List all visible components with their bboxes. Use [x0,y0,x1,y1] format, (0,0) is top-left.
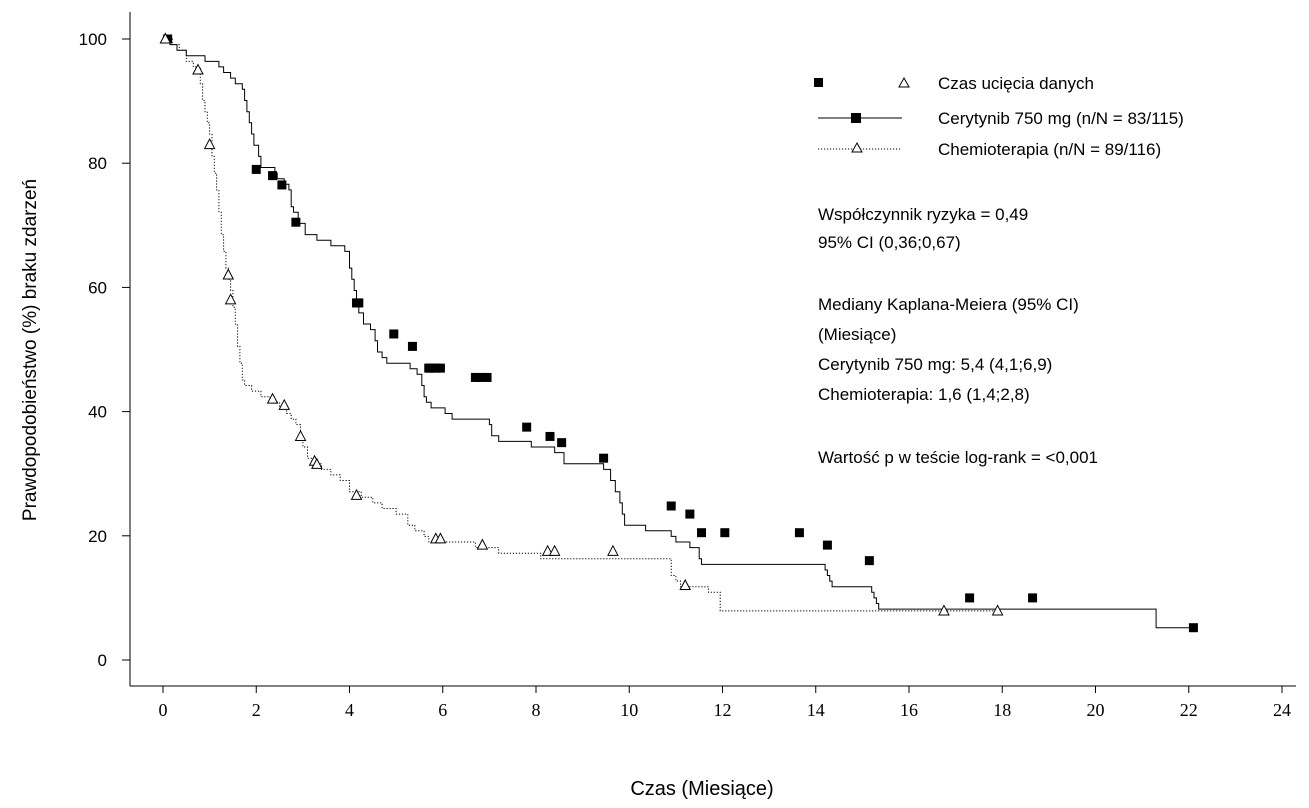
y-axis-label: Prawdopodobieństwo (%) braku zdarzeń [20,179,41,521]
censor-square-marker [435,363,445,373]
x-tick-label: 20 [1087,700,1105,720]
x-tick-label: 24 [1273,700,1291,720]
censor-triangle-marker [222,268,235,280]
censor-square-marker [864,556,874,566]
censor-square-marker [251,164,261,174]
x-tick-label: 22 [1180,700,1198,720]
x-tick-label: 2 [252,700,261,720]
y-tick-label: 100 [79,30,107,49]
y-tick-label: 60 [88,278,107,297]
censor-triangle-marker [679,578,692,590]
censor-triangle-marker [203,137,216,150]
annotation-logrank-p: Wartość p w teście log-rank = <0,001 [818,448,1098,467]
legend-marker-cerytynib [851,113,861,123]
censor-triangle-marker [938,604,950,616]
censor-square-marker [1188,623,1198,633]
censor-square-marker [291,217,301,227]
annotation-hazard-ci: 95% CI (0,36;0,67) [818,233,961,252]
legend-censor-square-icon [814,78,823,87]
y-axis-ticks: 0 20 40 60 80 100 [79,30,130,670]
legend-entry-chemioterapia: Chemioterapia (n/N = 89/116) [938,140,1161,159]
annotation-medians-title: Mediany Kaplana-Meiera (95% CI) [818,295,1079,314]
censor-triangle-marker [991,604,1004,616]
censor-triangle-marker [278,398,291,410]
censor-square-marker [545,431,555,441]
legend: Czas ucięcia danych Cerytynib 750 mg (n/… [814,74,1184,159]
censor-triangle-marker [224,293,237,305]
x-tick-label: 6 [438,700,447,720]
censor-triangle-marker [266,392,279,404]
censor-square-marker [965,593,975,603]
censor-square-marker [599,453,609,463]
censor-square-marker [697,528,707,538]
censor-square-marker [685,509,695,519]
censor-triangle-marker [476,538,489,550]
censor-square-marker [557,438,567,448]
y-tick-label: 20 [88,527,107,546]
censor-triangle-marker [607,544,619,556]
censor-triangle-marker [311,457,323,469]
x-tick-label: 14 [807,700,825,720]
censor-square-marker [268,171,278,181]
censor-square-marker [407,341,417,351]
annotation-median-chemioterapia: Chemioterapia: 1,6 (1,4;2,8) [818,385,1030,404]
x-axis-ticks: 0 2 4 6 8 10 12 14 16 18 20 22 24 [159,686,1291,720]
censor-square-marker [354,298,364,308]
censor-square-marker [470,372,480,382]
censor-square-marker [522,422,532,432]
censor-triangle-marker [192,63,204,75]
censor-square-marker [482,372,492,382]
annotation-medians-unit: (Miesiące) [818,325,896,344]
censor-triangle-marker [541,544,554,556]
x-axis-label: Czas (Miesiące) [630,778,773,800]
censor-triangle-marker [294,429,307,441]
x-tick-label: 18 [993,700,1011,720]
censor-square-marker [389,329,399,339]
x-tick-label: 10 [620,700,638,720]
legend-censor-label: Czas ucięcia danych [938,74,1094,93]
censor-triangle-marker [159,32,172,44]
y-tick-label: 40 [88,403,107,422]
plot-series [159,32,1198,633]
annotation-median-cerytynib: Cerytynib 750 mg: 5,4 (4,1;6,9) [818,355,1052,374]
censor-square-marker [794,528,804,538]
x-tick-label: 16 [900,700,918,720]
y-tick-label: 80 [88,154,107,173]
censor-square-marker [475,372,485,382]
censor-square-marker [666,501,676,511]
censor-square-marker [720,528,730,538]
legend-entry-cerytynib: Cerytynib 750 mg (n/N = 83/115) [938,109,1184,128]
censor-triangle-marker [548,544,561,556]
x-tick-label: 12 [714,700,732,720]
censor-triangle-marker [350,488,363,500]
series-cerytynib-line [163,38,1194,629]
annotation-hazard-ratio: Współczynnik ryzyka = 0,49 [818,205,1028,224]
censor-triangle-marker [434,532,447,544]
censor-square-marker [277,180,287,190]
y-tick-label: 0 [98,651,107,670]
x-tick-label: 0 [159,700,168,720]
legend-censor-triangle-icon [898,76,910,88]
legend-marker-chemioterapia [851,141,863,153]
x-tick-label: 8 [532,700,541,720]
x-tick-label: 4 [345,700,354,720]
censor-square-marker [426,363,436,373]
censor-square-marker [822,540,832,550]
annotations: Współczynnik ryzyka = 0,49 95% CI (0,36;… [818,205,1098,467]
censor-square-marker [1028,593,1038,603]
censor-square-marker [431,363,441,373]
